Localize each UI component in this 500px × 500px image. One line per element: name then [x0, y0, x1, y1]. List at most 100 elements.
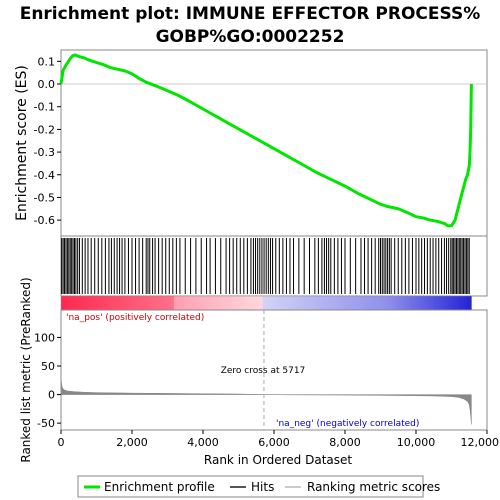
x-tick-label: 2,000 — [116, 436, 148, 449]
band-segment — [146, 296, 151, 310]
legend-label-metric: Ranking metric scores — [307, 480, 440, 494]
band-segment — [184, 296, 188, 310]
band-segment — [416, 296, 421, 310]
band-segment — [139, 296, 144, 310]
band-segment — [426, 296, 431, 310]
band-segment — [382, 296, 387, 310]
band-segment — [177, 296, 182, 310]
band-segment — [379, 296, 383, 310]
x-axis-label: Rank in Ordered Dataset — [204, 453, 352, 467]
band-segment — [78, 296, 82, 310]
band-segment — [399, 296, 404, 310]
band-segment — [129, 296, 134, 310]
band-segment — [119, 296, 123, 310]
band-segment — [396, 296, 400, 310]
es-ytick-label: -0.5 — [34, 191, 55, 204]
x-tick-label: 8,000 — [329, 436, 361, 449]
band-segment — [228, 296, 233, 310]
band-segment — [279, 296, 284, 310]
band-segment — [307, 296, 312, 310]
es-y-axis: 0.1 0.0 -0.1 -0.2 -0.3 -0.4 -0.5 -0.6 — [34, 55, 487, 227]
band-segment — [464, 296, 469, 310]
metric-ytick-label: 50 — [41, 360, 55, 373]
band-segment — [249, 296, 253, 310]
x-tick-label: 4,000 — [187, 436, 219, 449]
band-segment — [95, 296, 100, 310]
chart-title-line1: Enrichment plot: IMMUNE EFFECTOR PROCESS… — [20, 4, 481, 24]
x-tick-label: 10,000 — [397, 436, 436, 449]
band-segment — [149, 296, 154, 310]
band-segment — [180, 296, 185, 310]
band-segment — [290, 296, 294, 310]
band-segment — [344, 296, 349, 310]
chart-title-line2: GOBP%GO:0002252 — [156, 27, 345, 47]
band-segment — [266, 296, 271, 310]
zero-cross-label: Zero cross at 5717 — [221, 366, 306, 376]
band-segment — [296, 296, 301, 310]
band-segment — [259, 296, 264, 310]
band-segment — [91, 296, 96, 310]
band-segment — [351, 296, 356, 310]
legend-box — [77, 475, 424, 498]
band-segment — [197, 296, 202, 310]
hits-marks — [61, 238, 470, 294]
band-segment — [132, 296, 137, 310]
band-segment — [214, 296, 219, 310]
band-segment — [74, 296, 79, 310]
band-segment — [269, 296, 274, 310]
metric-ytick-label: -50 — [37, 417, 55, 430]
band-segment — [194, 296, 199, 310]
band-segment — [170, 296, 175, 310]
band-segment — [454, 296, 459, 310]
es-ytick-label: 0.1 — [38, 55, 56, 68]
band-segment — [358, 296, 363, 310]
band-segment — [136, 296, 141, 310]
es-ylabel: Enrichment score (ES) — [14, 65, 30, 221]
band-segment — [457, 296, 462, 310]
band-segment — [125, 296, 130, 310]
band-segment — [447, 296, 452, 310]
band-segment — [105, 296, 110, 310]
band-segment — [64, 296, 69, 310]
x-tick-label: 12,000 — [461, 436, 500, 449]
band-segment — [84, 296, 89, 310]
metric-ytick-label: 0 — [48, 389, 55, 402]
band-segment — [440, 296, 445, 310]
band-segment — [115, 296, 120, 310]
band-segment — [355, 296, 359, 310]
band-segment — [143, 296, 147, 310]
band-segment — [341, 296, 346, 310]
band-segment — [156, 296, 161, 310]
band-segment — [461, 296, 465, 310]
band-segment — [300, 296, 305, 310]
band-segment — [231, 296, 236, 310]
band-segment — [467, 296, 472, 310]
band-segment — [211, 296, 216, 310]
x-tick-label: 0 — [58, 436, 65, 449]
band-segment — [320, 296, 325, 310]
band-segment — [450, 296, 455, 310]
band-segment — [365, 296, 370, 310]
band-segment — [402, 296, 407, 310]
band-segment — [310, 296, 315, 310]
legend-label-hits: Hits — [251, 480, 274, 494]
band-segment — [88, 296, 93, 310]
es-ytick-label: -0.2 — [34, 123, 55, 136]
band-segment — [167, 296, 171, 310]
band-segment — [409, 296, 414, 310]
band-segment — [348, 296, 353, 310]
band-segment — [327, 296, 332, 310]
rank-color-band — [60, 295, 472, 311]
band-segment — [430, 296, 435, 310]
enrichment-profile-line — [59, 53, 473, 228]
band-segment — [331, 296, 335, 310]
es-ytick-label: -0.3 — [34, 146, 55, 159]
band-segment — [423, 296, 428, 310]
band-segment — [235, 296, 240, 310]
band-segment — [112, 296, 117, 310]
band-segment — [238, 296, 243, 310]
band-segment — [242, 296, 247, 310]
positive-label: 'na_pos' (positively correlated) — [66, 313, 204, 323]
band-segment — [389, 296, 394, 310]
es-panel-frame — [60, 49, 488, 237]
